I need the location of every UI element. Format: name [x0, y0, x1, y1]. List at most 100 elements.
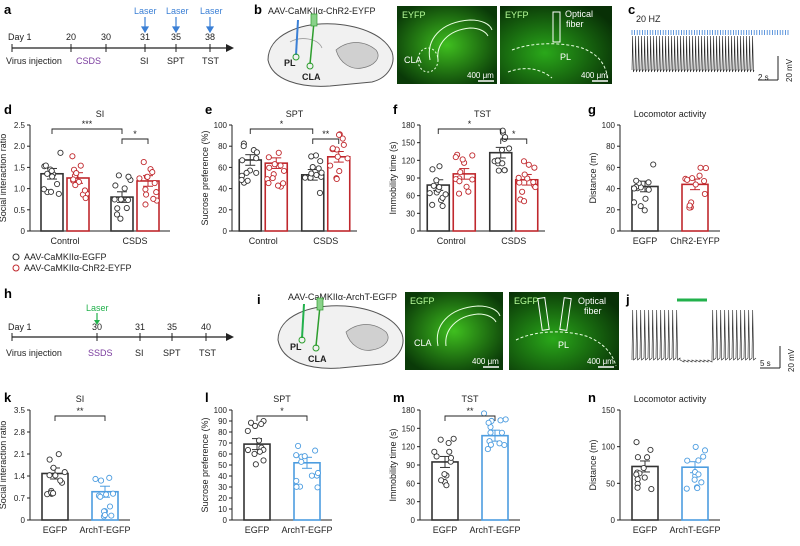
- data-point: [244, 177, 251, 184]
- panel-letter-c: c: [628, 2, 635, 17]
- data-point: [252, 461, 259, 468]
- laser-arrows: [140, 17, 215, 34]
- data-point: [42, 162, 49, 169]
- data-point: [275, 149, 282, 156]
- time-scale-label: 2 s: [758, 73, 769, 82]
- laser-pulse-ticks: [631, 30, 789, 35]
- timeline-csds-label: CSDS: [76, 56, 101, 66]
- data-point: [498, 429, 505, 436]
- y-tick-label: 80: [606, 142, 615, 151]
- data-point: [485, 419, 492, 426]
- timeline-day: 35: [167, 322, 177, 332]
- data-point: [694, 485, 701, 492]
- y-axis-label: Social interaction ratio: [0, 134, 8, 223]
- data-point: [335, 131, 343, 138]
- y-tick-label: 100: [602, 121, 616, 130]
- timeline-day: 38: [205, 32, 215, 42]
- data-point: [692, 181, 699, 188]
- data-point: [521, 171, 528, 178]
- data-point: [280, 167, 288, 174]
- data-point: [469, 176, 476, 183]
- data-point: [244, 427, 251, 434]
- y-tick-label: 100: [602, 443, 616, 452]
- panel-letters: a b c d e f g h i j k l m n: [4, 2, 635, 405]
- data-point: [54, 180, 61, 188]
- micrograph-channel-label: EYFP: [402, 10, 426, 20]
- data-point: [295, 442, 302, 449]
- data-point: [684, 457, 691, 464]
- significance-bracket: [437, 128, 502, 134]
- data-point: [255, 437, 263, 444]
- panel-letter-m: m: [393, 390, 405, 405]
- timeline-test-si: SI: [135, 348, 144, 358]
- y-tick-label: 0: [223, 516, 228, 525]
- y-tick-label: 20: [218, 494, 227, 503]
- data-point: [308, 153, 315, 160]
- micrograph-region-label: PL: [558, 340, 569, 350]
- data-point: [691, 476, 698, 483]
- data-point: [506, 145, 513, 152]
- chart-d-si: SI 0 0.5 1.0 1.5 2.0 2.5 Social interaction rat…: [0, 109, 170, 246]
- data-point: [40, 186, 47, 193]
- data-point: [333, 175, 340, 183]
- micrograph-pl-eyfp: [500, 6, 612, 84]
- data-point: [329, 145, 336, 152]
- data-point: [499, 127, 506, 134]
- data-point: [314, 484, 321, 491]
- pl-label: PL: [284, 58, 296, 68]
- x-group-label: Control: [249, 236, 278, 246]
- data-point: [637, 203, 644, 210]
- timeline-test-tst: TST: [199, 348, 217, 358]
- data-point: [142, 186, 149, 193]
- data-point: [650, 161, 657, 168]
- y-tick-label: 0: [21, 516, 26, 525]
- data-point: [238, 176, 245, 183]
- data-point: [315, 165, 322, 172]
- panel-letter-d: d: [4, 102, 12, 117]
- data-point: [684, 176, 691, 183]
- chart-title: SPT: [273, 394, 291, 404]
- micrograph-cla-egfp: [405, 292, 503, 370]
- data-point: [459, 156, 466, 163]
- data-point: [336, 168, 343, 175]
- data-point: [309, 164, 316, 171]
- panel-letter-n: n: [588, 390, 596, 405]
- panel-letter-a: a: [4, 2, 12, 17]
- y-tick-label: 90: [406, 461, 415, 470]
- data-point: [265, 180, 272, 187]
- x-category-label: ArchT-EGFP: [79, 525, 130, 535]
- data-point: [697, 164, 704, 171]
- volt-scale-label: 20 mV: [785, 58, 794, 82]
- chart-title: TST: [462, 394, 480, 404]
- significance-bracket: [444, 415, 496, 421]
- data-point: [55, 451, 62, 458]
- data-point: [452, 154, 459, 161]
- significance-bracket: [256, 415, 308, 421]
- data-point: [253, 169, 260, 176]
- timeline-day: 30: [101, 32, 111, 42]
- data-point: [441, 471, 448, 478]
- legend-marker-egfp: [12, 253, 20, 261]
- data-point: [532, 184, 539, 191]
- data-point: [44, 170, 51, 177]
- time-scale-label: 5 s: [760, 359, 771, 368]
- micrograph-cla-eyfp: [397, 6, 497, 84]
- data-point: [644, 454, 651, 461]
- y-tick-label: 150: [602, 406, 616, 415]
- micrograph-channel-label: EGFP: [514, 296, 539, 306]
- legend-marker-chr2: [12, 264, 20, 272]
- data-point: [487, 441, 494, 448]
- panel-letter-b: b: [254, 2, 262, 17]
- data-point: [280, 180, 287, 187]
- data-point: [269, 175, 276, 182]
- timeline-day: 31: [135, 322, 145, 332]
- data-point: [426, 190, 433, 197]
- data-point: [689, 175, 696, 182]
- data-point: [497, 417, 504, 424]
- pl-label: PL: [290, 342, 302, 352]
- data-point: [648, 486, 655, 493]
- y-axis-label: Sucrose preference (%): [200, 417, 210, 512]
- y-tick-label: 20: [606, 206, 615, 215]
- y-tick-label: 150: [402, 139, 416, 148]
- data-point: [429, 166, 436, 173]
